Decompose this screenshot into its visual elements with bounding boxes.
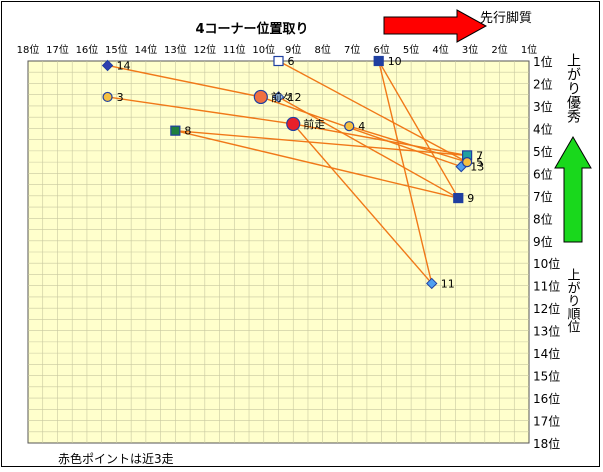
x-tick-label: 2位 bbox=[491, 43, 507, 56]
point-circle bbox=[344, 121, 355, 132]
x-tick-label: 6位 bbox=[373, 43, 389, 56]
point-square bbox=[453, 192, 464, 204]
y-tick-label: 13位 bbox=[533, 324, 560, 339]
connection-line bbox=[175, 129, 468, 157]
point-label: 12 bbox=[288, 91, 302, 104]
arrow-up-label: 上がり優秀 bbox=[565, 53, 581, 124]
connection-line bbox=[175, 129, 459, 199]
vertical-axis-label: 上がり順位 bbox=[565, 268, 581, 333]
x-tick-label: 7位 bbox=[344, 43, 360, 56]
y-tick-label: 10位 bbox=[533, 256, 560, 271]
point-circle bbox=[462, 157, 473, 168]
x-tick-label: 8位 bbox=[315, 43, 331, 56]
y-tick-label: 18位 bbox=[533, 436, 560, 451]
y-tick-label: 9位 bbox=[533, 234, 553, 249]
connection-line bbox=[293, 123, 468, 157]
x-tick-label: 13位 bbox=[164, 43, 187, 56]
y-tick-labels: 1位 2位 3位 4位 5位 6位 7位 8位 9位 10位 11位 12位 13位 14位 15位 16位 1… bbox=[533, 54, 560, 451]
connection-line bbox=[378, 60, 433, 284]
right-arrow-icon bbox=[383, 9, 488, 43]
y-tick-label: 7位 bbox=[533, 189, 553, 204]
x-tick-label: 10位 bbox=[252, 43, 275, 56]
x-tick-labels: 18位 17位 16位 15位 14位 13位 12位 11位 10位 9位 8位 7位 6位 5位 4位 3… bbox=[17, 43, 538, 56]
x-tick-label: 5位 bbox=[403, 43, 419, 56]
point-diamond bbox=[272, 91, 285, 103]
point-label: 4 bbox=[358, 120, 365, 133]
connection-line bbox=[349, 125, 468, 163]
connection-line bbox=[107, 64, 261, 98]
point-label: 13 bbox=[470, 161, 484, 174]
x-tick-label: 17位 bbox=[46, 43, 69, 56]
point-label: 8 bbox=[184, 125, 191, 138]
y-tick-label: 12位 bbox=[533, 301, 560, 316]
point-label: 5 bbox=[476, 156, 483, 169]
point-label: 前走 bbox=[303, 117, 325, 131]
y-tick-label: 8位 bbox=[533, 211, 553, 226]
point-label: 前々 bbox=[271, 90, 293, 104]
y-tick-label: 6位 bbox=[533, 166, 553, 181]
arrow-right-label: 先行脚質 bbox=[480, 10, 532, 26]
point-square bbox=[373, 55, 384, 67]
x-tick-label: 16位 bbox=[76, 43, 99, 56]
chart-title: 4コーナー位置取り bbox=[195, 21, 308, 37]
y-tick-label: 4位 bbox=[533, 121, 553, 136]
footnote: 赤色ポイントは近3走 bbox=[58, 452, 174, 466]
connection-line bbox=[107, 96, 294, 125]
y-tick-label: 3位 bbox=[533, 99, 553, 114]
connection-line bbox=[260, 96, 462, 168]
y-tick-label: 15位 bbox=[533, 369, 560, 384]
point-square bbox=[273, 55, 284, 67]
point-label: 3 bbox=[117, 91, 124, 104]
point-label: 11 bbox=[441, 277, 455, 290]
point-label: 14 bbox=[117, 59, 131, 72]
y-tick-label: 5位 bbox=[533, 144, 553, 159]
point-square bbox=[170, 125, 181, 136]
x-tick-label: 4位 bbox=[432, 43, 448, 56]
point-label: 6 bbox=[288, 55, 295, 68]
x-tick-label: 1位 bbox=[521, 43, 537, 56]
connection-line bbox=[378, 60, 459, 199]
y-tick-label: 17位 bbox=[533, 414, 560, 429]
x-tick-label: 15位 bbox=[105, 43, 128, 56]
point-label: 7 bbox=[476, 149, 483, 162]
point-label: 9 bbox=[467, 192, 474, 205]
grid bbox=[28, 61, 529, 443]
connection-line bbox=[278, 60, 468, 163]
y-tick-label: 2位 bbox=[533, 76, 553, 91]
up-arrow-icon bbox=[554, 136, 592, 243]
point-label: 10 bbox=[388, 55, 402, 68]
connection-lines bbox=[107, 60, 468, 284]
y-tick-label: 1位 bbox=[533, 54, 553, 69]
x-tick-label: 3位 bbox=[462, 43, 478, 56]
x-tick-label: 14位 bbox=[135, 43, 158, 56]
x-tick-label: 9位 bbox=[285, 43, 301, 56]
y-tick-label: 11位 bbox=[533, 279, 560, 294]
point-circle bbox=[286, 116, 301, 132]
point-circle bbox=[253, 89, 268, 105]
point-diamond bbox=[426, 277, 438, 290]
connection-line bbox=[292, 123, 433, 284]
y-tick-label: 16位 bbox=[533, 391, 560, 406]
point-diamond bbox=[101, 59, 114, 72]
point-circle bbox=[102, 91, 113, 103]
y-tick-label: 14位 bbox=[533, 346, 560, 361]
x-tick-label: 18位 bbox=[17, 43, 40, 56]
x-tick-label: 11位 bbox=[223, 43, 246, 56]
x-tick-label: 12位 bbox=[193, 43, 216, 56]
